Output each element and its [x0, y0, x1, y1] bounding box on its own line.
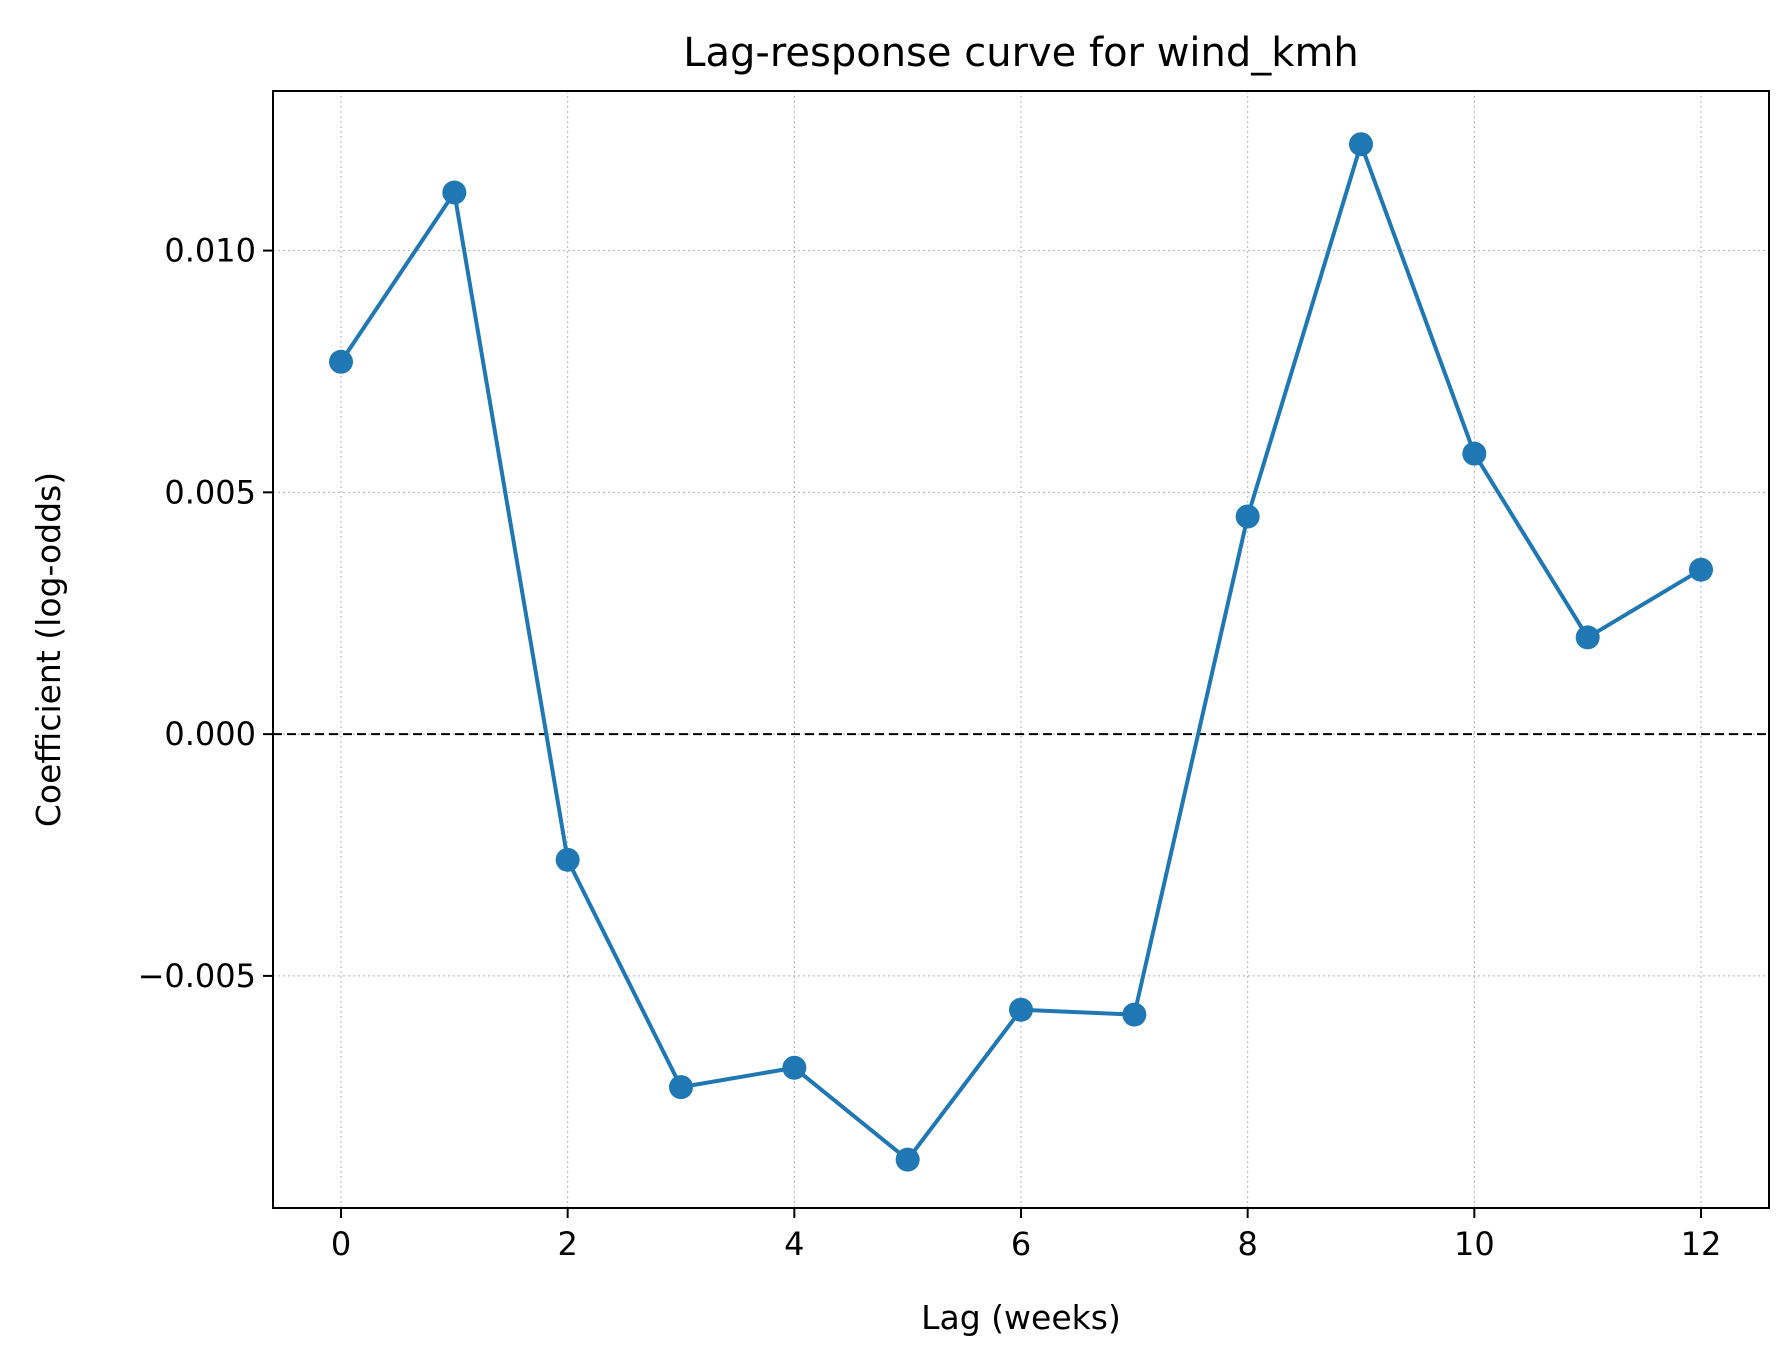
data-point: [1235, 504, 1260, 529]
y-tick-label: 0.005: [164, 473, 256, 511]
chart-title: Lag-response curve for wind_kmh: [683, 30, 1359, 76]
x-axis-label: Lag (weeks): [921, 1298, 1121, 1337]
x-tick-label: 4: [784, 1225, 804, 1263]
data-point: [1575, 625, 1600, 650]
x-tick-label: 10: [1454, 1225, 1495, 1263]
data-point: [1689, 557, 1713, 582]
data-point: [1462, 441, 1487, 466]
y-axis-label: Coefficient (log-odds): [29, 472, 68, 827]
data-point: [1349, 132, 1373, 157]
data-point: [555, 847, 580, 872]
x-tick-label: 6: [1011, 1225, 1031, 1263]
ticks: 0 2 4 6 8 10 12 −0.005 0.000 0.005 0.010: [138, 232, 1722, 1263]
y-tick-label: 0.010: [164, 232, 256, 270]
data-point: [329, 349, 353, 374]
data-point: [895, 1147, 920, 1172]
x-tick-label: 2: [557, 1225, 577, 1263]
x-tick-label: 8: [1237, 1225, 1257, 1263]
data-point: [1009, 997, 1033, 1022]
data-point: [442, 180, 467, 205]
y-tick-label: 0.000: [164, 715, 256, 753]
data-point: [669, 1075, 693, 1100]
data-point: [782, 1055, 807, 1080]
x-tick-label: 0: [331, 1225, 351, 1263]
x-tick-label: 12: [1681, 1225, 1722, 1263]
series-group: [329, 132, 1713, 1172]
data-point: [1122, 1002, 1147, 1027]
y-tick-label: −0.005: [138, 957, 256, 995]
